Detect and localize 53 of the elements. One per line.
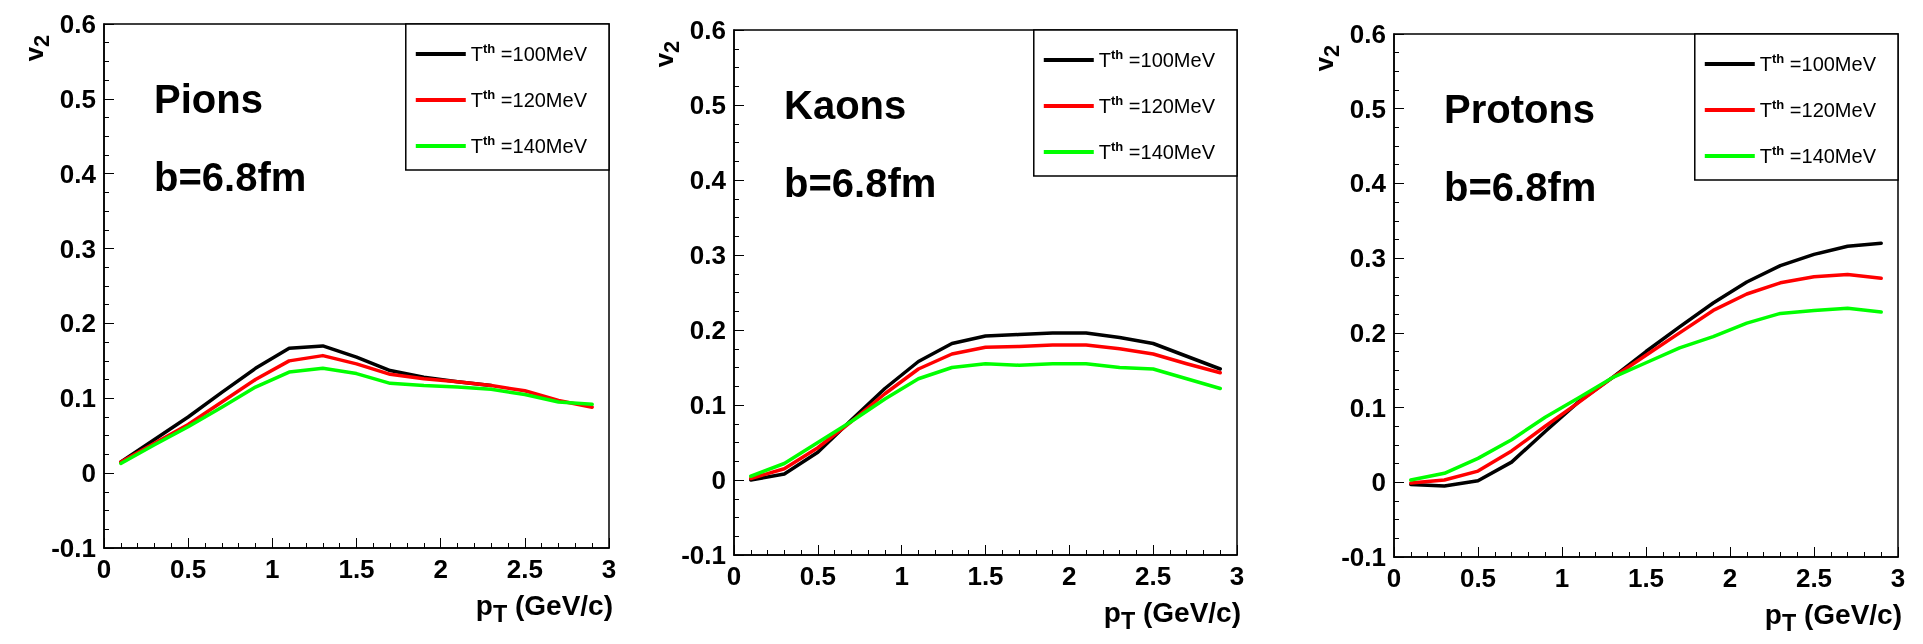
y-tick-label: 0.1 (59, 383, 96, 414)
x-tick-label: 1 (894, 561, 909, 591)
x-tick-label: 1 (1554, 563, 1570, 593)
x-tick-label: 2.5 (1135, 561, 1172, 591)
annotation: Kaons (784, 83, 907, 127)
x-axis-title: p$_{T}$ (GeV/c) (475, 590, 613, 628)
y-tick-label: 0.4 (59, 158, 97, 189)
y-tick-label: 0.6 (1349, 19, 1386, 49)
x-tick-label: 0.5 (799, 561, 836, 591)
y-tick-label: 0.3 (1349, 243, 1386, 274)
y-tick-label: -0.1 (681, 540, 726, 570)
x-tick-label: 3 (1890, 563, 1906, 593)
x-tick-label: 2 (1722, 563, 1738, 593)
x-tick-label: 1 (265, 554, 280, 584)
line-series (1409, 306, 1883, 482)
y-tick-label: 0.4 (689, 165, 727, 195)
y-tick-label: 0.2 (689, 315, 726, 345)
x-tick-label: 3 (1229, 561, 1245, 591)
x-tick-label: 2 (1062, 561, 1077, 591)
x-axis-title: p$_{T}$ (GeV/c) (1103, 597, 1241, 635)
x-tick-label: 1.5 (967, 561, 1004, 591)
x-tick-label: 0.5 (170, 554, 207, 584)
annotation: Pions (154, 77, 263, 121)
y-tick-label: 0.5 (1349, 93, 1386, 124)
y-tick-label: 0 (711, 465, 726, 495)
annotation: b=6.8fm (1444, 165, 1597, 209)
annotation: b=6.8fm (154, 155, 307, 199)
y-tick-label: 0 (81, 458, 96, 489)
x-tick-label: 1.5 (1627, 563, 1665, 593)
x-tick-label: 2.5 (1795, 563, 1833, 593)
y-tick-label: 0.2 (59, 308, 96, 339)
x-tick-label: 1.5 (338, 554, 375, 584)
annotation: Protons (1444, 87, 1596, 131)
x-tick-label: 3 (601, 554, 617, 584)
y-tick-label: 0.3 (59, 233, 96, 264)
y-tick-label: 0.2 (1349, 317, 1386, 348)
x-tick-label: 2 (433, 554, 448, 584)
y-tick-label: 0.5 (59, 83, 96, 114)
y-tick-label: 0.1 (1349, 392, 1386, 423)
line-series (749, 362, 1222, 478)
x-axis-title: p$_{T}$ (GeV/c) (1764, 599, 1902, 637)
y-tick-label: 0 (1371, 467, 1386, 498)
y-tick-label: 0.5 (689, 90, 726, 120)
y-tick-label: -0.1 (51, 533, 96, 563)
y-tick-label: -0.1 (1341, 542, 1386, 572)
x-tick-label: 0.5 (1459, 563, 1497, 593)
y-tick-label: 0.6 (59, 9, 96, 39)
y-tick-label: 0.4 (1349, 168, 1387, 199)
annotation: b=6.8fm (784, 161, 937, 205)
y-tick-label: 0.6 (689, 15, 726, 45)
x-tick-label: 2.5 (506, 554, 543, 584)
y-tick-label: 0.3 (689, 240, 726, 270)
y-tick-label: 0.1 (689, 390, 726, 420)
